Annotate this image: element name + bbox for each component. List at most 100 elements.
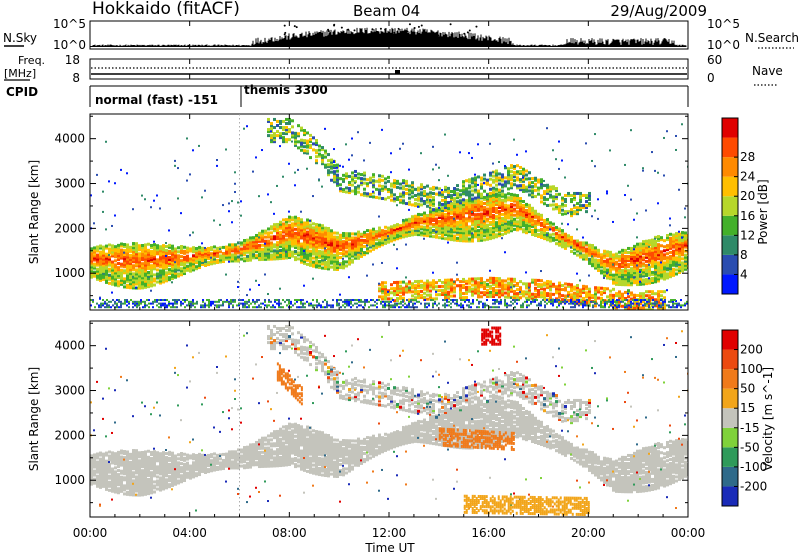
power-cell <box>636 262 639 266</box>
power-cell <box>102 269 105 273</box>
power-cell <box>249 238 252 242</box>
power-cell <box>435 229 438 233</box>
power-speck <box>267 193 269 196</box>
power-cell <box>501 183 504 187</box>
power-cell <box>639 252 642 256</box>
power-cell <box>486 178 489 182</box>
power-cell <box>99 270 102 274</box>
power-cell <box>273 237 276 241</box>
power-cell <box>585 210 588 214</box>
power-cell <box>444 223 447 227</box>
power-cell <box>465 205 468 209</box>
power-cell <box>471 223 474 227</box>
power-cell <box>630 269 633 273</box>
power-cell <box>186 258 189 262</box>
power-cell <box>405 228 408 232</box>
power-cell <box>96 247 99 251</box>
power-cell <box>411 286 414 290</box>
power-cell <box>651 272 654 276</box>
power-cell <box>429 218 432 222</box>
power-cell <box>333 261 336 265</box>
power-cell <box>423 194 426 198</box>
power-cell <box>126 251 129 255</box>
power-cell <box>276 224 279 228</box>
power-cell <box>528 217 531 221</box>
power-cell <box>309 139 312 143</box>
power-speck <box>420 152 422 155</box>
power-speck <box>489 142 491 145</box>
power-cell <box>390 235 393 239</box>
power-cell <box>501 233 504 237</box>
power-cell <box>99 262 102 266</box>
power-cell <box>318 152 321 156</box>
power-cell <box>627 301 630 305</box>
power-speck <box>225 273 227 276</box>
power-cell <box>393 236 396 240</box>
power-cell <box>330 233 333 237</box>
power-cell <box>459 193 462 197</box>
power-cell <box>339 266 342 270</box>
power-cell <box>150 276 153 280</box>
date-title: 29/Aug/2009 <box>610 2 707 20</box>
power-cell <box>399 194 402 198</box>
power-cell <box>489 233 492 237</box>
power-cell <box>597 260 600 264</box>
power-cell <box>273 134 276 138</box>
power-cell <box>438 219 441 223</box>
power-cell <box>369 243 372 247</box>
power-cell <box>417 202 420 206</box>
power-cell <box>423 291 426 295</box>
power-cell <box>639 246 642 250</box>
power-cell <box>465 281 468 285</box>
power-cell <box>117 247 120 251</box>
power-cell <box>120 280 123 284</box>
power-cell <box>534 231 537 235</box>
power-cell <box>543 192 546 196</box>
power-cell <box>543 218 546 222</box>
power-cell <box>543 222 546 226</box>
power-cell <box>621 273 624 277</box>
power-cell <box>504 211 507 215</box>
power-cell <box>288 254 291 258</box>
power-cell <box>435 235 438 239</box>
power-speck <box>378 215 380 218</box>
power-cell <box>153 283 156 287</box>
power-cell <box>417 188 420 192</box>
power-cell <box>585 253 588 257</box>
power-cell <box>177 272 180 276</box>
power-cell <box>576 210 579 214</box>
power-cell <box>138 264 141 268</box>
power-cell <box>384 297 387 301</box>
power-cell <box>342 262 345 266</box>
power-cell <box>462 203 465 207</box>
power-cell <box>201 256 204 260</box>
power-cell <box>102 259 105 263</box>
power-cell <box>576 296 579 300</box>
power-cell <box>522 173 525 177</box>
power-cell <box>141 284 144 288</box>
power-cell <box>480 194 483 198</box>
power-cell <box>516 196 519 200</box>
power-cell <box>510 219 513 223</box>
power-cell <box>456 208 459 212</box>
power-cell <box>360 254 363 258</box>
power-cell <box>264 229 267 233</box>
power-cell <box>129 268 132 272</box>
power-cell <box>624 296 627 300</box>
power-cell <box>585 257 588 261</box>
power-cell <box>594 304 597 308</box>
power-cell <box>444 278 447 282</box>
power-cell <box>468 239 471 243</box>
power-cell <box>552 207 555 211</box>
power-cell <box>474 221 477 225</box>
power-speck <box>126 172 128 175</box>
power-cell <box>126 265 129 269</box>
power-cell <box>402 229 405 233</box>
power-cell <box>522 206 525 210</box>
power-cell <box>372 181 375 185</box>
power-cell <box>126 283 129 287</box>
power-cell <box>165 257 168 261</box>
power-cell <box>417 227 420 231</box>
power-cell <box>654 268 657 272</box>
power-cell <box>111 254 114 258</box>
